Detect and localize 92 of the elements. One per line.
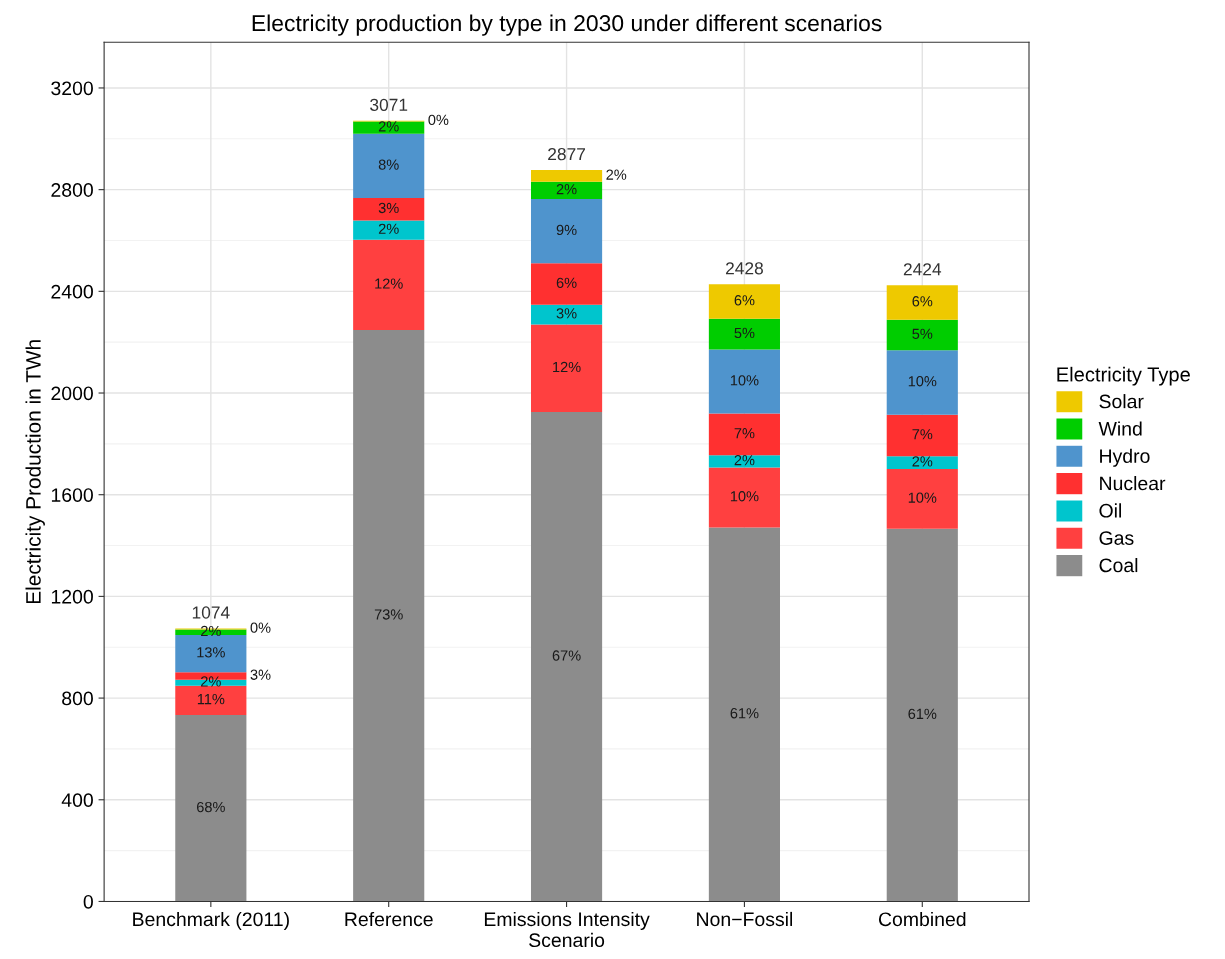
bar — [708, 413, 780, 456]
annotation: 10% — [730, 375, 759, 386]
annotation: 0% — [428, 114, 449, 126]
y-tick-label: 1200 — [51, 589, 93, 604]
x-tick-label: Benchmark (2011) — [133, 911, 289, 930]
bar — [175, 685, 247, 716]
bar — [886, 528, 958, 902]
y-tick-label: 0 — [83, 894, 93, 909]
bar — [708, 467, 780, 528]
total-label: 2428 — [725, 262, 763, 275]
y-tick-label: 2800 — [51, 183, 93, 197]
legend-label: Gas — [1099, 531, 1134, 545]
annotation: 5% — [912, 328, 933, 339]
annotation: 12% — [553, 361, 581, 373]
legend-label: Hydro — [1100, 448, 1150, 467]
bar — [530, 304, 603, 325]
annotation: 13% — [197, 647, 225, 658]
bar — [353, 133, 425, 199]
annotation: 9% — [556, 224, 577, 236]
bar — [708, 318, 780, 350]
bar — [353, 220, 425, 240]
bar — [353, 121, 425, 134]
bar — [886, 285, 958, 320]
x-tick-label: Reference — [345, 911, 433, 927]
y-axis-title: Electricity Production in TWh — [25, 340, 45, 604]
bar — [886, 469, 958, 529]
annotation: 6% — [734, 295, 755, 306]
annotation: 2% — [734, 454, 755, 466]
annotation: 3% — [556, 308, 577, 319]
legend-label: Solar — [1099, 394, 1144, 409]
annotation: 10% — [908, 492, 937, 503]
legend-title: Electricity Type — [1057, 366, 1190, 386]
bar — [175, 715, 247, 902]
legend-label: Oil — [1099, 503, 1121, 518]
y-tick-label: 2400 — [51, 284, 93, 299]
annotation: 7% — [912, 429, 933, 440]
bar — [530, 199, 603, 264]
annotation: 12% — [375, 278, 403, 289]
legend-label: Nuclear — [1100, 476, 1166, 491]
bar — [530, 181, 603, 200]
annotation: 0% — [250, 622, 271, 633]
legend-label: Coal — [1099, 557, 1138, 573]
total-label: 3071 — [370, 98, 408, 111]
annotation: 67% — [552, 650, 581, 661]
annotation: 6% — [556, 277, 577, 288]
y-tick-label: 2000 — [51, 386, 93, 401]
bar — [708, 455, 780, 468]
annotation: 8% — [378, 159, 399, 170]
annotation: 3% — [378, 202, 399, 214]
chart-title: Electricity production by type in 2030 under different scenarios — [252, 14, 882, 36]
annotation: 3% — [250, 669, 271, 680]
annotation: 2% — [556, 183, 577, 195]
bar — [708, 349, 780, 414]
bar — [530, 412, 603, 902]
legend-label: Wind — [1098, 421, 1142, 436]
bar — [353, 198, 425, 221]
annotation: 68% — [196, 801, 225, 813]
y-tick-label: 400 — [61, 793, 93, 808]
bar — [886, 350, 958, 415]
total-label: 1074 — [192, 606, 230, 619]
total-label: 2424 — [903, 263, 942, 276]
annotation: 10% — [908, 376, 937, 387]
annotation: 6% — [912, 296, 933, 307]
y-tick-label: 1600 — [51, 488, 93, 502]
bar — [708, 284, 780, 319]
bar — [886, 456, 958, 470]
x-tick-label: Non−Fossil — [697, 911, 793, 927]
bar — [530, 263, 603, 305]
y-tick-label: 3200 — [51, 81, 93, 96]
x-tick-label: Combined — [878, 911, 966, 927]
annotation: 2% — [912, 456, 933, 467]
annotation: 73% — [374, 609, 403, 620]
annotation: 2% — [606, 169, 627, 180]
bar — [353, 239, 425, 330]
annotation: 61% — [730, 708, 759, 719]
annotation: 11% — [197, 694, 225, 705]
x-tick-label: Emissions Intensity Scenario — [484, 911, 650, 948]
annotation: 2% — [378, 223, 399, 234]
bar — [530, 170, 603, 182]
y-tick-label: 800 — [62, 691, 93, 706]
annotation: 10% — [730, 491, 759, 502]
bar — [530, 324, 603, 413]
bar — [708, 527, 780, 902]
annotation: 2% — [378, 121, 399, 132]
bar — [886, 319, 958, 351]
annotation: 7% — [734, 428, 755, 439]
bar — [886, 414, 958, 457]
bar — [175, 635, 247, 673]
total-label: 2877 — [548, 147, 585, 161]
bar — [353, 329, 425, 902]
annotation: 5% — [734, 327, 755, 339]
annotation: 61% — [908, 708, 937, 720]
